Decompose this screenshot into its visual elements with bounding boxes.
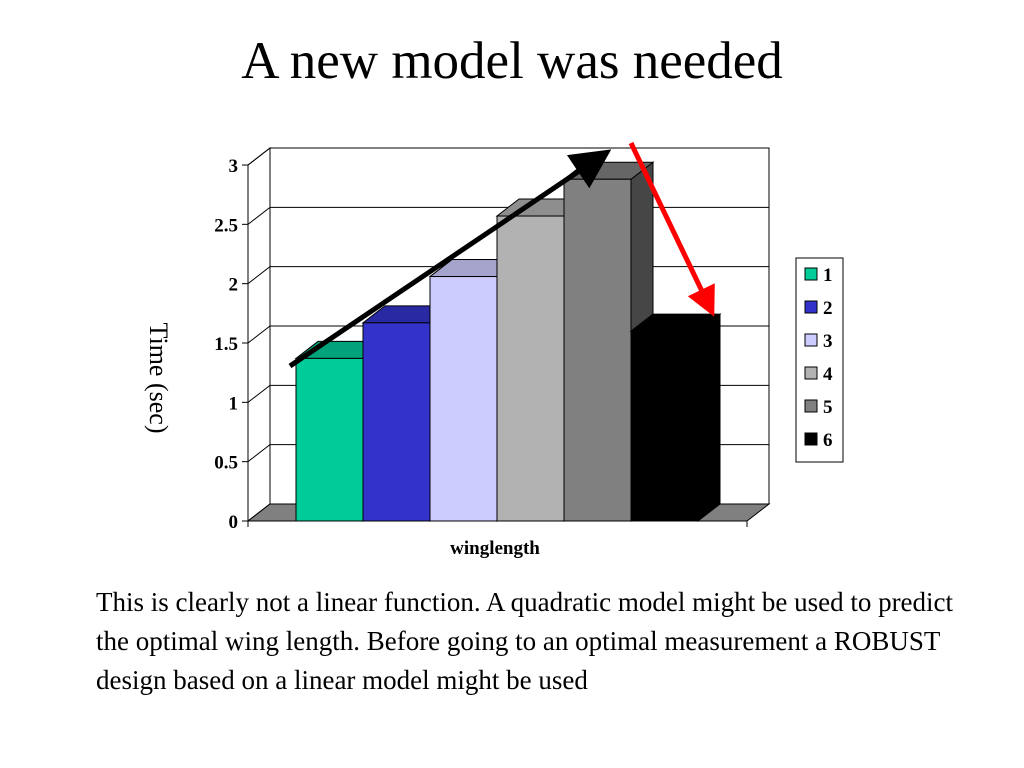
y-tick-label: 0.5 [214,453,238,474]
y-axis: 0 0.5 1 1.5 2 2.5 3 [214,156,249,533]
bar-front-face [630,330,699,522]
legend-label-1: 1 [823,265,833,286]
legend-swatch-3 [804,333,818,347]
y-tick-label: 2 [229,275,239,296]
bar-6 [629,313,722,523]
y-axis-label: Time (sec) [144,323,173,434]
legend-swatch-5 [804,399,818,413]
bar-front-face [362,322,431,522]
legend-label-3: 3 [823,331,833,352]
trend-up-arrow [288,149,612,369]
chart-bars [294,161,722,523]
bar-front-face [429,276,498,522]
chart-annotations [288,141,715,369]
gridline [247,147,769,166]
legend-swatch-2 [804,300,818,314]
legend-label-4: 4 [823,364,833,385]
bar-front-face [563,178,632,522]
bar-chart: 0 0.5 1 1.5 2 2.5 3 Time (sec) winglength 1 2 3 4… [144,141,844,559]
slide-title: A new model was needed [241,32,783,90]
y-tick-label: 3 [229,156,239,177]
y-tick-label: 2.5 [214,215,238,236]
bar-front-face [295,357,364,522]
y-tick-label: 1.5 [214,334,238,355]
y-tick-label: 1 [229,393,239,414]
legend-label-5: 5 [823,397,833,418]
trend-down-arrow [628,141,715,317]
legend-label-6: 6 [823,430,833,451]
legend-swatch-1 [804,267,818,281]
legend-box [795,257,844,463]
slide-body-text: This is clearly not a linear function. A… [96,587,954,695]
legend-swatch-6 [804,432,818,446]
y-tick-label: 0 [229,512,239,533]
chart-legend: 1 2 3 4 5 6 [795,257,844,463]
bar-side-face [697,313,721,523]
legend-label-2: 2 [823,298,833,319]
legend-swatch-4 [804,366,818,380]
x-axis-label: winglength [450,538,540,559]
bar-front-face [496,215,565,522]
